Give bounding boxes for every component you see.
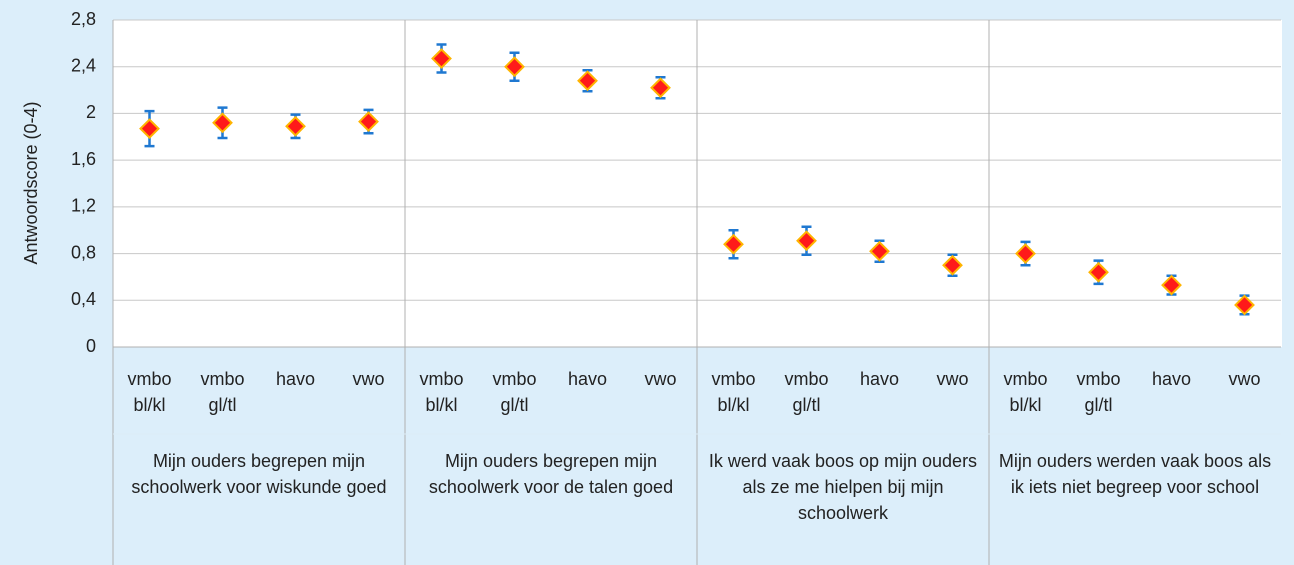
marker xyxy=(796,230,817,252)
group-label: Mijn ouders werden vaak boos als ik iets… xyxy=(998,451,1272,497)
y-tick-label: 1,2 xyxy=(71,196,96,216)
marker xyxy=(1234,294,1255,316)
x-tick-label: havo xyxy=(275,369,316,389)
x-tick-label: vwo xyxy=(352,369,385,389)
y-tick-label: 0,4 xyxy=(71,289,96,309)
x-tick-label: vmbo gl/tl xyxy=(784,369,829,415)
marker xyxy=(577,70,598,92)
x-tick-label: vmbo gl/tl xyxy=(492,369,537,415)
marker xyxy=(431,48,452,69)
x-tick-label: vmbo bl/kl xyxy=(127,369,172,415)
group-label: Mijn ouders begrepen mijn schoolwerk voo… xyxy=(428,451,674,497)
marker xyxy=(212,112,233,134)
y-tick-label: 2,8 xyxy=(71,9,96,29)
marker xyxy=(1088,261,1109,283)
y-tick-label: 1,6 xyxy=(71,149,96,169)
marker xyxy=(1161,274,1182,296)
x-tick-label: vwo xyxy=(936,369,969,389)
x-tick-label: vwo xyxy=(644,369,677,389)
group-label: Mijn ouders begrepen mijn schoolwerk voo… xyxy=(131,451,387,497)
y-tick-label: 0 xyxy=(86,336,96,356)
marker xyxy=(1015,243,1036,264)
y-tick-label: 2,4 xyxy=(71,55,96,75)
marker xyxy=(504,56,525,78)
x-tick-label: vwo xyxy=(1228,369,1261,389)
x-tick-label: vmbo bl/kl xyxy=(1003,369,1048,415)
marker xyxy=(650,77,671,99)
y-tick-label: 0,8 xyxy=(71,242,96,262)
x-tick-label: vmbo gl/tl xyxy=(200,369,245,415)
marker xyxy=(358,111,379,133)
x-tick-label: havo xyxy=(1151,369,1192,389)
x-tick-label: vmbo gl/tl xyxy=(1076,369,1121,415)
y-axis-label: Antwoordscore (0-4) xyxy=(21,101,41,264)
group-label: Ik werd vaak boos op mijn ouders als ze … xyxy=(708,451,978,523)
marker xyxy=(942,254,963,276)
x-tick-label: vmbo bl/kl xyxy=(711,369,756,415)
marker xyxy=(869,240,890,262)
x-tick-label: havo xyxy=(859,369,900,389)
x-tick-label: havo xyxy=(567,369,608,389)
marker xyxy=(285,115,306,137)
marker xyxy=(723,233,744,255)
y-tick-label: 2 xyxy=(86,102,96,122)
x-tick-label: vmbo bl/kl xyxy=(419,369,464,415)
marker xyxy=(139,118,160,140)
